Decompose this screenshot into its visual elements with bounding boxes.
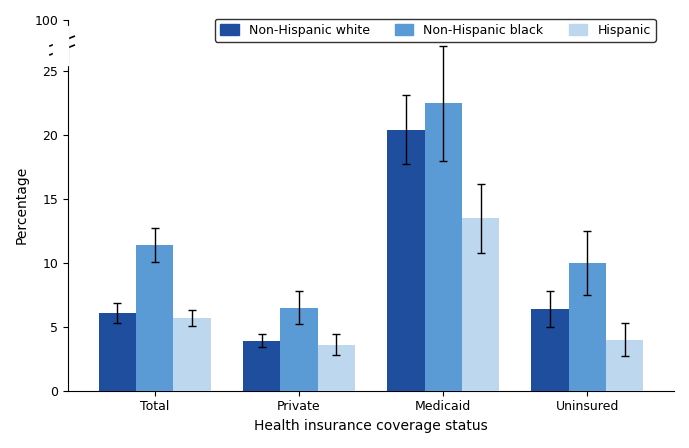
- Legend: Non-Hispanic white, Non-Hispanic black, Hispanic: Non-Hispanic white, Non-Hispanic black, …: [215, 19, 656, 42]
- Bar: [174, 318, 211, 391]
- Bar: [606, 340, 644, 391]
- Bar: [387, 130, 424, 391]
- Bar: [53, 26, 68, 65]
- Bar: [318, 345, 355, 391]
- X-axis label: Health insurance coverage status: Health insurance coverage status: [254, 419, 488, 433]
- Bar: [136, 245, 174, 391]
- Y-axis label: Percentage: Percentage: [15, 166, 29, 245]
- Bar: [462, 218, 500, 391]
- Bar: [243, 341, 280, 391]
- Bar: [424, 103, 462, 391]
- Bar: [531, 309, 569, 391]
- Bar: [569, 263, 606, 391]
- Bar: [99, 313, 136, 391]
- Bar: [280, 308, 318, 391]
